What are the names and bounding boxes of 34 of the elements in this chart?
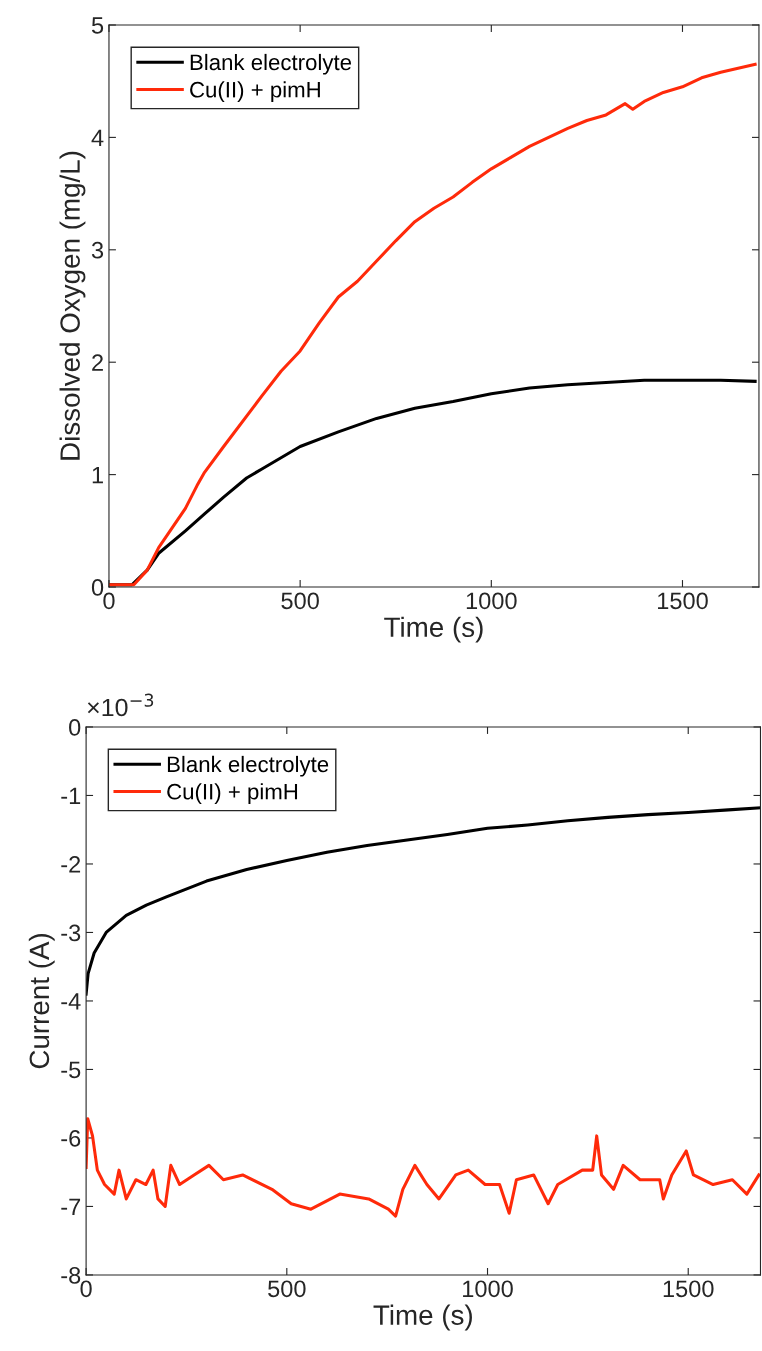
x-tick-label: 1500: [663, 1280, 714, 1298]
y-axis-title: Dissolved Oxygen (mg/L): [59, 151, 86, 460]
line-series: [86, 1117, 761, 1218]
x-tick-label: 500: [268, 1280, 306, 1298]
x-tick-label: 0: [80, 1280, 92, 1298]
y-tick-label: 0: [69, 719, 81, 736]
x-tick-label: 1000: [463, 1280, 513, 1298]
line-series: [86, 806, 761, 996]
y-tick-label: 4: [91, 129, 104, 146]
y-tick-label: -8: [61, 1267, 81, 1284]
y-tick-label: -5: [61, 1061, 81, 1079]
x-tick-label: 0: [103, 592, 115, 610]
y-tick-label: -7: [61, 1198, 81, 1215]
x-tick-label: 1500: [658, 592, 708, 610]
text: ×10$^{−3}$: [87, 693, 154, 717]
y-tick-label: 0: [91, 579, 104, 596]
y-tick-label: 1: [92, 466, 103, 484]
y-tick-label: -1: [61, 787, 81, 805]
y-tick-label: -2: [61, 856, 81, 873]
legend-label: Blank electrolyte: [167, 755, 329, 777]
y-tick-label: 5: [91, 17, 104, 34]
y-axis-title: Current (A): [28, 933, 55, 1069]
legend-label: Cu(II) + pimH: [167, 783, 298, 804]
y-tick-label: 2: [92, 354, 103, 371]
x-tick-label: 500: [281, 592, 319, 610]
y-tick-label: -3: [61, 924, 81, 942]
x-axis-title: Time (s): [384, 616, 483, 643]
x-tick-label: 1000: [466, 592, 517, 610]
x-axis-title: Time (s): [373, 1304, 472, 1331]
y-tick-label: -6: [61, 1130, 81, 1147]
legend-label: Blank electrolyte: [190, 53, 352, 75]
y-tick-label: -4: [61, 993, 81, 1010]
legend-label: Cu(II) + pimH: [190, 81, 320, 102]
y-tick-label: 3: [91, 241, 104, 259]
